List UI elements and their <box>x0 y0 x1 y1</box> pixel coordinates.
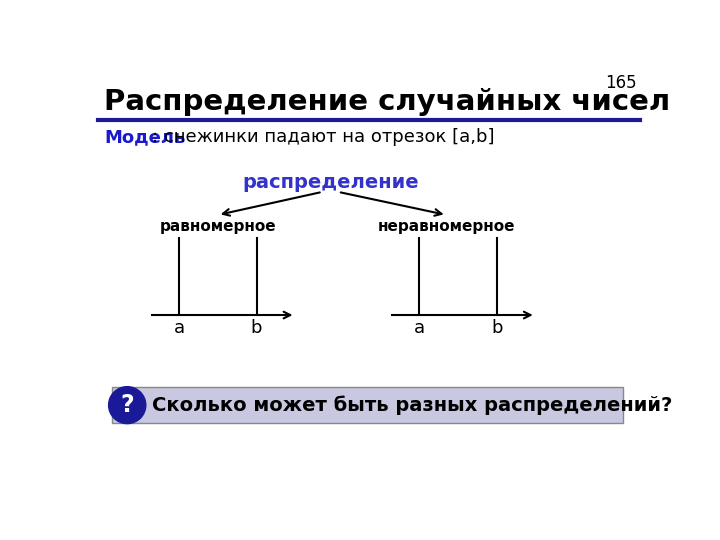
Text: b: b <box>251 319 262 337</box>
Text: равномерное: равномерное <box>160 219 276 234</box>
Circle shape <box>109 387 145 423</box>
Text: ?: ? <box>120 393 134 417</box>
Text: a: a <box>414 319 425 337</box>
Text: b: b <box>491 319 503 337</box>
Text: Сколько может быть разных распределений?: Сколько может быть разных распределений? <box>152 395 672 415</box>
Text: 165: 165 <box>605 74 636 92</box>
Text: неравномерное: неравномерное <box>378 219 516 234</box>
FancyBboxPatch shape <box>112 387 624 423</box>
Text: Распределение случайных чисел: Распределение случайных чисел <box>104 88 670 116</box>
Text: Модель: Модель <box>104 128 185 146</box>
Text: a: a <box>174 319 185 337</box>
Text: распределение: распределение <box>242 173 418 192</box>
Text: : снежинки падают на отрезок [a,b]: : снежинки падают на отрезок [a,b] <box>152 128 495 146</box>
